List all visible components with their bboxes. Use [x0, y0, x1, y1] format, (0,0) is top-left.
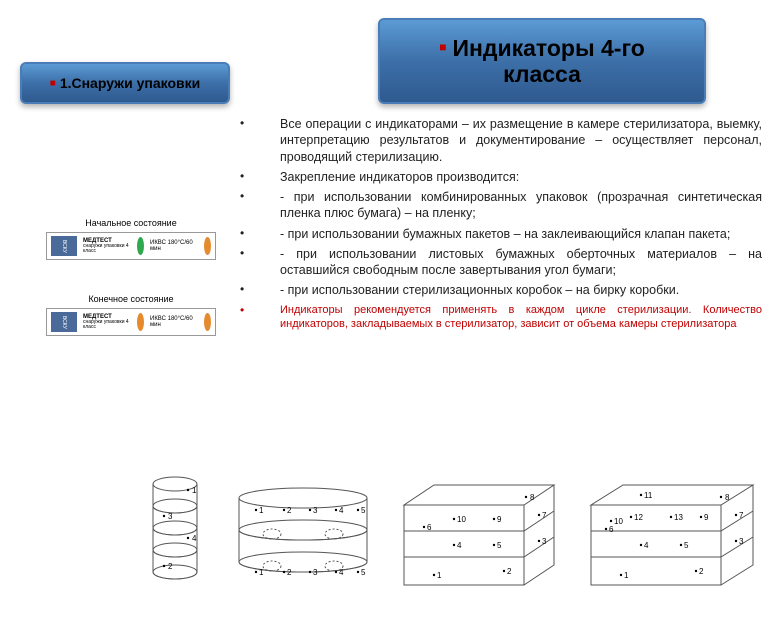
section-label-box: ■ 1.Снаружи упаковки: [20, 62, 230, 104]
indicator-initial-row: ВСКУ МЕДТЕСТ снаружи упаковки 4 класс ИК…: [46, 232, 216, 260]
list-item-red: Индикаторы рекомендуется применять в каж…: [232, 303, 762, 332]
indicator-text: МЕДТЕСТ снаружи упаковки 4 класс: [83, 238, 131, 254]
title-line1: ■Индикаторы 4-го: [439, 35, 645, 61]
indicator-dot-1: [137, 313, 144, 331]
list-item: Закрепление индикаторов производится:: [232, 169, 762, 185]
svg-text:4: 4: [644, 541, 649, 550]
list-item: - при использовании стерилизационных кор…: [232, 282, 762, 298]
svg-text:5: 5: [361, 506, 366, 515]
indicator-temp: ИКВС 180°С/60 мин: [150, 240, 198, 252]
bullet-list: Все операции с индикаторами – их размеще…: [232, 116, 762, 335]
svg-text:4: 4: [339, 568, 344, 577]
svg-text:6: 6: [427, 523, 432, 532]
svg-text:9: 9: [704, 513, 709, 522]
svg-text:11: 11: [644, 491, 653, 500]
svg-text:7: 7: [739, 511, 744, 520]
svg-text:6: 6: [609, 525, 614, 534]
diagrams-row: 1 3 4 2 1 2 3 4 5 1 2 3 4 5: [140, 460, 760, 610]
indicator-final-row: ВСКУ МЕДТЕСТ снаружи упаковки 4 класс ИК…: [46, 308, 216, 336]
indicator-dot-1: [137, 237, 144, 255]
svg-text:1: 1: [259, 568, 264, 577]
svg-text:4: 4: [339, 506, 344, 515]
indicator-final-title: Конечное состояние: [46, 294, 216, 304]
svg-text:2: 2: [699, 567, 704, 576]
svg-text:10: 10: [614, 517, 623, 526]
title-box: ■Индикаторы 4-го класса: [378, 18, 706, 104]
indicator-final: Конечное состояние ВСКУ МЕДТЕСТ снаружи …: [46, 294, 216, 336]
svg-text:4: 4: [192, 534, 197, 543]
svg-text:5: 5: [361, 568, 366, 577]
list-item: Все операции с индикаторами – их размеще…: [232, 116, 762, 165]
svg-text:3: 3: [542, 537, 547, 546]
svg-text:1: 1: [624, 571, 629, 580]
svg-text:8: 8: [725, 493, 730, 502]
diagram-cylinder-stack-small: 1 3 4 2: [140, 470, 210, 600]
svg-text:2: 2: [507, 567, 512, 576]
svg-text:2: 2: [287, 568, 292, 577]
svg-text:2: 2: [168, 562, 173, 571]
svg-text:1: 1: [259, 506, 264, 515]
svg-text:5: 5: [497, 541, 502, 550]
indicator-initial-title: Начальное состояние: [46, 218, 216, 228]
indicator-dot-2: [204, 313, 211, 331]
diagram-box-3shelf-2: 11 8 12 13 9 7 10 6 4 5 3 2 1: [581, 475, 760, 595]
indicator-temp: ИКВС 180°С/60 мин: [150, 316, 198, 328]
indicator-stub: ВСКУ: [51, 236, 77, 256]
section-label: 1.Снаружи упаковки: [60, 75, 200, 91]
diagram-cylinder-stack-wide: 1 2 3 4 5 1 2 3 4 5: [228, 480, 377, 590]
svg-text:4: 4: [457, 541, 462, 550]
svg-text:8: 8: [530, 493, 535, 502]
indicator-stub: ВСКУ: [51, 312, 77, 332]
svg-text:10: 10: [457, 515, 466, 524]
svg-text:1: 1: [192, 486, 197, 495]
svg-text:5: 5: [684, 541, 689, 550]
title-bullet-square: ■: [439, 40, 446, 54]
indicator-text: МЕДТЕСТ снаружи упаковки 4 класс: [83, 314, 131, 330]
svg-text:13: 13: [674, 513, 683, 522]
svg-text:12: 12: [634, 513, 643, 522]
svg-text:3: 3: [313, 506, 318, 515]
list-item: - при использовании комбинированных упак…: [232, 189, 762, 222]
list-item: - при использовании листовых бумажных об…: [232, 246, 762, 279]
svg-text:9: 9: [497, 515, 502, 524]
svg-text:2: 2: [287, 506, 292, 515]
svg-text:1: 1: [437, 571, 442, 580]
section-bullet-square: ■: [50, 78, 56, 89]
indicator-initial: Начальное состояние ВСКУ МЕДТЕСТ снаружи…: [46, 218, 216, 260]
svg-text:3: 3: [168, 512, 173, 521]
diagram-box-3shelf-1: 8 10 9 7 6 4 5 3 2 1: [394, 475, 563, 595]
indicator-dot-2: [204, 237, 211, 255]
svg-text:7: 7: [542, 511, 547, 520]
svg-text:3: 3: [313, 568, 318, 577]
svg-text:3: 3: [739, 537, 744, 546]
title-line2: класса: [503, 61, 581, 87]
list-item: - при использовании бумажных пакетов – н…: [232, 226, 762, 242]
